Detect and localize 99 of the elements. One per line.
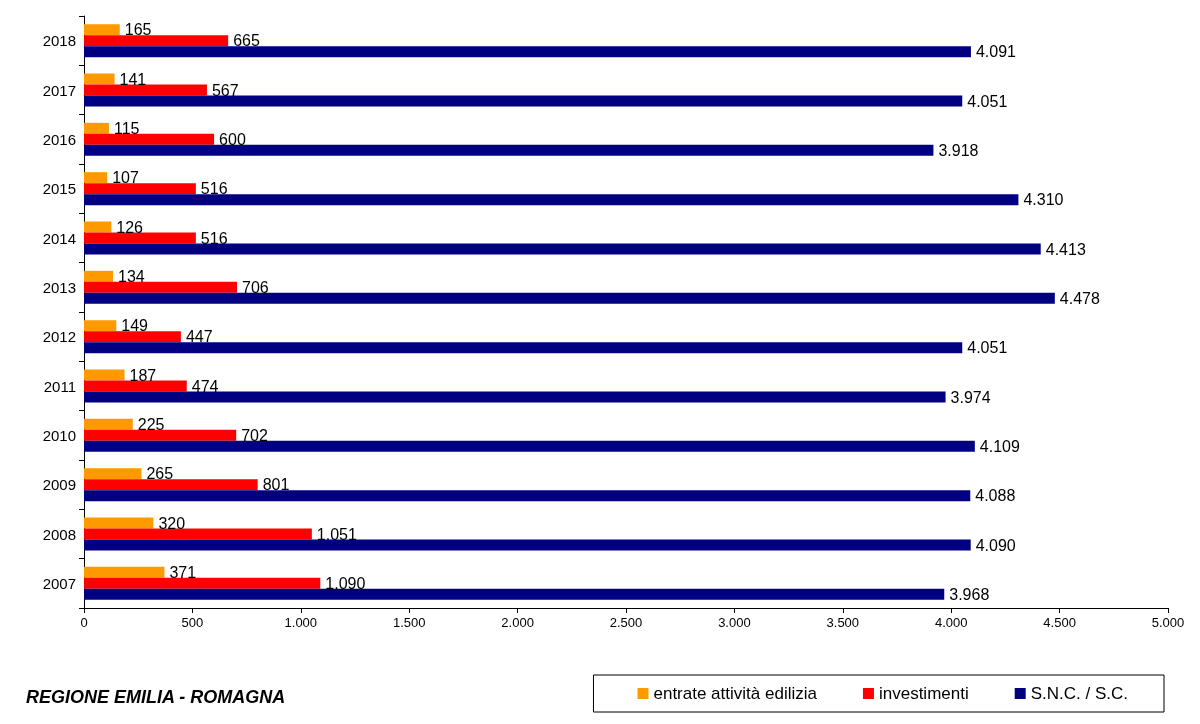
bar (84, 380, 187, 392)
x-tick-label: 4.500 (1043, 615, 1076, 630)
data-label: 225 (137, 415, 165, 433)
data-label: 115 (113, 119, 140, 137)
bar (84, 194, 1019, 206)
data-label: 265 (146, 465, 174, 483)
bar (84, 391, 946, 403)
y-tick-label: 2011 (43, 377, 76, 395)
y-tick-label: 2010 (42, 426, 76, 444)
data-label: 516 (200, 229, 228, 247)
bar (84, 95, 963, 107)
x-tick-label: 2.000 (501, 615, 534, 630)
data-label: 4.090 (975, 536, 1016, 554)
y-tick-label: 2018 (42, 32, 76, 50)
data-label: 107 (112, 169, 139, 187)
bar (84, 429, 237, 441)
bar (84, 46, 971, 58)
x-tick-label: 4.000 (934, 615, 968, 630)
y-tick-label: 2014 (42, 229, 76, 247)
data-label: 4.051 (967, 92, 1008, 110)
data-label: 4.091 (975, 43, 1017, 61)
bar (84, 490, 971, 502)
text: REGIONE EMILIA - ROMAGNA (26, 687, 286, 707)
legend-label: entrate attività edilizia (653, 684, 818, 703)
bar (84, 24, 120, 36)
bar (84, 577, 321, 589)
data-label: 1.090 (325, 574, 366, 592)
x-tick-label: 3.500 (826, 615, 860, 630)
bar (84, 183, 196, 195)
data-label: 706 (242, 278, 269, 296)
bar (84, 479, 258, 491)
bar (84, 331, 181, 343)
bar (84, 122, 109, 134)
bar (84, 468, 142, 480)
bar (84, 221, 112, 233)
y-tick-label: 2009 (42, 476, 76, 494)
bar (84, 528, 312, 540)
y-tick-label: 2016 (42, 130, 76, 148)
bar (84, 172, 108, 184)
bar (84, 440, 975, 452)
data-label: 141 (119, 70, 147, 88)
bar (84, 517, 154, 529)
x-tick-label: 1.000 (284, 615, 318, 630)
y-tick-label: 2013 (42, 278, 76, 296)
data-label: 4.310 (1023, 191, 1064, 209)
bar (84, 539, 971, 551)
x-tick-label: 1.500 (392, 615, 426, 630)
data-label: 126 (116, 218, 144, 236)
x-tick-label: 0 (80, 615, 88, 630)
data-label: 4.051 (967, 339, 1008, 357)
bar (84, 270, 114, 282)
bar (84, 342, 963, 354)
data-label: 447 (185, 328, 213, 346)
bar (84, 566, 165, 578)
y-tick-label: 2007 (42, 574, 76, 592)
data-label: 665 (233, 32, 260, 50)
y-tick-label: 2015 (42, 180, 76, 198)
bar (84, 73, 115, 85)
x-tick-label: 3.000 (718, 615, 751, 630)
bar (84, 369, 125, 381)
bar (84, 35, 229, 47)
y-tick-label: 2012 (42, 328, 76, 346)
x-tick-label: 2.500 (609, 615, 643, 630)
data-label: 165 (124, 21, 152, 39)
data-label: 3.968 (949, 585, 990, 603)
x-tick-label: 5.000 (1151, 615, 1185, 630)
bar (84, 418, 133, 430)
bar (84, 292, 1055, 304)
bar (84, 281, 238, 293)
data-label: 320 (158, 514, 186, 532)
data-label: 516 (200, 180, 228, 198)
data-label: 702 (241, 426, 268, 444)
bar (84, 232, 196, 244)
legend-label: investimenti (878, 684, 969, 703)
data-label: 567 (211, 81, 239, 99)
data-label: 134 (118, 267, 145, 285)
data-label: 4.088 (975, 487, 1016, 505)
y-tick-label: 2008 (42, 525, 76, 543)
bar (84, 243, 1041, 255)
data-label: 3.918 (938, 141, 979, 159)
data-label: 600 (219, 130, 246, 148)
x-tick-label: 500 (181, 615, 204, 630)
data-label: 187 (129, 366, 157, 384)
data-label: 1.051 (316, 525, 357, 543)
bar (84, 133, 215, 145)
bar (84, 144, 934, 156)
y-tick-label: 2017 (42, 81, 76, 99)
bar (84, 320, 117, 332)
data-label: 3.974 (950, 388, 991, 406)
data-label: 4.413 (1045, 240, 1086, 258)
data-label: 801 (262, 476, 290, 494)
data-label: 149 (121, 317, 149, 335)
data-label: 371 (169, 563, 197, 581)
bar (84, 84, 207, 96)
legend-label: S.N.C. / S.C. (1030, 684, 1128, 703)
data-label: 4.109 (979, 437, 1020, 455)
data-label: 474 (191, 377, 219, 395)
bar (84, 588, 945, 600)
data-label: 4.478 (1059, 289, 1100, 307)
